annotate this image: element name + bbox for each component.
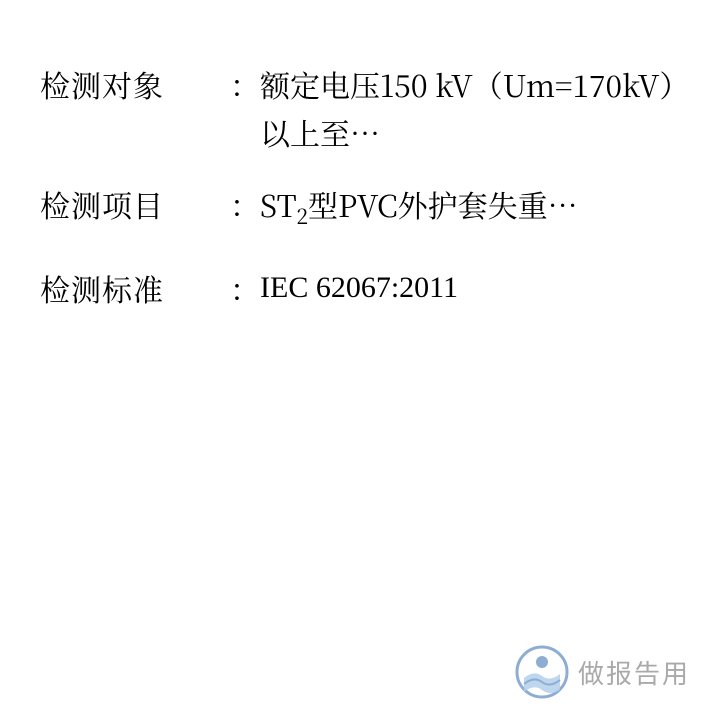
colon: ：: [230, 180, 260, 240]
row-item: 检测项目 ： ST2型PVC外护套失重…: [40, 180, 680, 240]
watermark-text: 做报告用: [578, 654, 690, 691]
row-object: 检测对象 ： 额定电压150 kV（Um=170kV）以上至…: [40, 60, 680, 156]
value-standard: IEC 62067:2011: [260, 264, 680, 312]
colon: ：: [230, 264, 260, 312]
logo-icon: [514, 644, 570, 700]
watermark: 做报告用: [514, 644, 690, 700]
colon: ：: [230, 60, 260, 156]
page: 检测对象 ： 额定电压150 kV（Um=170kV）以上至… 检测项目 ： S…: [0, 0, 720, 720]
label-object: 检测对象: [40, 60, 230, 156]
label-item: 检测项目: [40, 180, 230, 240]
row-standard: 检测标准 ： IEC 62067:2011: [40, 264, 680, 312]
label-standard: 检测标准: [40, 264, 230, 312]
value-object: 额定电压150 kV（Um=170kV）以上至…: [260, 60, 680, 156]
value-item: ST2型PVC外护套失重…: [260, 180, 680, 240]
